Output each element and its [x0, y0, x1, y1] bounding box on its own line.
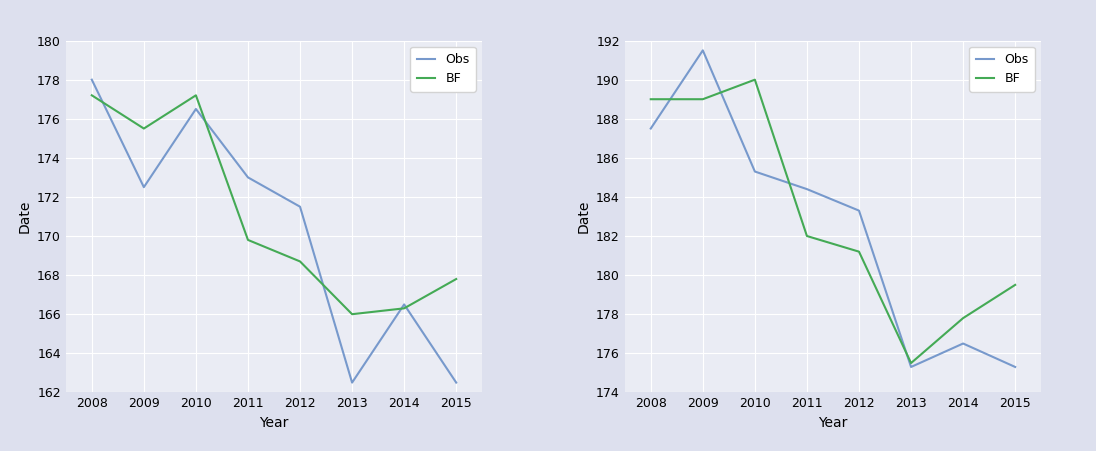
BF — [1008, 282, 1021, 288]
Legend: Obs, BF: Obs, BF — [411, 47, 476, 92]
Line: Obs: Obs — [651, 51, 1015, 367]
BF — [190, 92, 203, 98]
Line: BF: BF — [92, 95, 456, 314]
Obs — [957, 341, 970, 346]
Obs — [749, 169, 762, 174]
Obs — [190, 106, 203, 112]
Obs — [345, 380, 358, 385]
Y-axis label: Date: Date — [18, 200, 32, 233]
BF — [137, 126, 150, 131]
Line: BF: BF — [651, 80, 1015, 363]
Obs — [241, 175, 254, 180]
BF — [800, 233, 813, 239]
Y-axis label: Date: Date — [576, 200, 591, 233]
X-axis label: Year: Year — [260, 416, 288, 430]
Obs — [85, 77, 99, 83]
BF — [904, 360, 917, 366]
BF — [241, 237, 254, 243]
BF — [957, 315, 970, 321]
Obs — [800, 186, 813, 192]
Obs — [853, 208, 866, 213]
BF — [449, 276, 463, 282]
Obs — [644, 126, 658, 131]
BF — [398, 306, 411, 311]
BF — [696, 97, 709, 102]
BF — [345, 312, 358, 317]
Obs — [398, 302, 411, 307]
Obs — [449, 380, 463, 385]
BF — [853, 249, 866, 254]
BF — [294, 259, 307, 264]
X-axis label: Year: Year — [819, 416, 847, 430]
Obs — [294, 204, 307, 209]
Obs — [904, 364, 917, 370]
Legend: Obs, BF: Obs, BF — [970, 47, 1035, 92]
Line: Obs: Obs — [92, 80, 456, 382]
Obs — [696, 48, 709, 53]
Obs — [137, 184, 150, 190]
BF — [644, 97, 658, 102]
BF — [749, 77, 762, 83]
BF — [85, 92, 99, 98]
Obs — [1008, 364, 1021, 370]
